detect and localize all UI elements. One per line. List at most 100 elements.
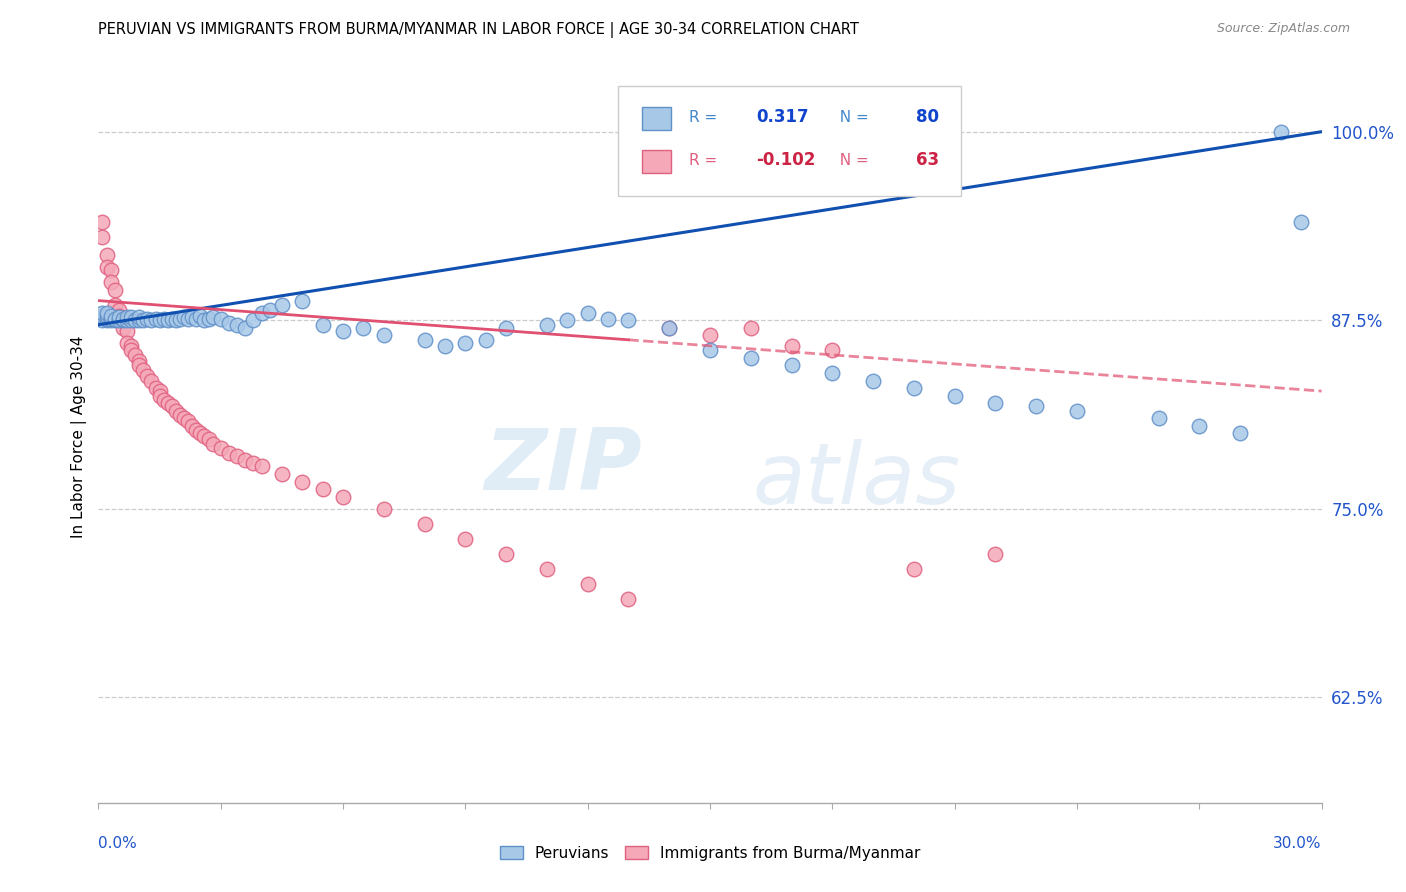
Point — [96, 306, 118, 320]
Point — [124, 348, 146, 362]
Point — [903, 562, 925, 576]
Y-axis label: In Labor Force | Age 30-34: In Labor Force | Age 30-34 — [72, 335, 87, 539]
Point — [115, 324, 138, 338]
Point — [617, 313, 640, 327]
Point — [91, 230, 114, 244]
Point — [209, 311, 232, 326]
Point — [984, 396, 1007, 410]
Point — [250, 459, 273, 474]
Point — [152, 393, 174, 408]
Text: -0.102: -0.102 — [756, 152, 815, 169]
Point — [173, 310, 195, 325]
Point — [91, 313, 114, 327]
Point — [120, 313, 142, 327]
Point — [181, 418, 204, 433]
Point — [658, 320, 681, 334]
Point — [312, 482, 335, 496]
Point — [115, 310, 138, 325]
Text: R =: R = — [689, 153, 723, 168]
Point — [1291, 215, 1313, 229]
Point — [136, 369, 159, 384]
Point — [100, 313, 122, 327]
Point — [270, 467, 294, 481]
Point — [413, 333, 436, 347]
Point — [312, 318, 335, 332]
Point — [145, 311, 167, 326]
Point — [598, 311, 620, 326]
Point — [177, 311, 200, 326]
Point — [108, 309, 131, 323]
Point — [108, 313, 131, 327]
Point — [1229, 426, 1251, 441]
Point — [197, 311, 219, 326]
Point — [169, 408, 191, 422]
Point — [454, 532, 477, 546]
Point — [120, 310, 142, 325]
Text: 0.0%: 0.0% — [98, 836, 138, 851]
Point — [128, 359, 150, 373]
Point — [197, 433, 219, 447]
Point — [1066, 403, 1088, 417]
Text: 30.0%: 30.0% — [1274, 836, 1322, 851]
Point — [903, 381, 925, 395]
Point — [132, 363, 155, 377]
Point — [218, 316, 240, 330]
Point — [242, 457, 264, 471]
Point — [193, 429, 215, 443]
Point — [291, 293, 314, 308]
Point — [943, 389, 966, 403]
Point — [111, 313, 134, 327]
Point — [128, 354, 150, 368]
Point — [250, 306, 273, 320]
Point — [862, 374, 884, 388]
Point — [434, 339, 457, 353]
Point — [91, 215, 114, 229]
Point — [91, 309, 114, 323]
Point — [104, 313, 127, 327]
Point — [233, 453, 256, 467]
Point — [96, 311, 118, 326]
Point — [495, 320, 517, 334]
Point — [495, 547, 517, 561]
Point — [658, 320, 681, 334]
Point — [141, 313, 163, 327]
Point — [821, 366, 844, 380]
Point — [100, 311, 122, 326]
Point — [233, 320, 256, 334]
Point — [270, 298, 294, 312]
Point — [124, 313, 146, 327]
Point — [173, 411, 195, 425]
Point — [557, 313, 579, 327]
Point — [699, 343, 721, 358]
Point — [145, 381, 167, 395]
Point — [96, 309, 118, 323]
Point — [149, 384, 172, 398]
Point — [984, 547, 1007, 561]
Point — [120, 339, 142, 353]
Point — [111, 311, 134, 326]
Point — [108, 302, 131, 317]
Point — [100, 309, 122, 323]
Point — [177, 414, 200, 428]
Point — [188, 309, 212, 323]
Text: N =: N = — [830, 110, 873, 125]
Point — [740, 351, 762, 365]
Point — [132, 313, 155, 327]
Point — [104, 311, 127, 326]
Point — [100, 263, 122, 277]
Point — [108, 313, 131, 327]
Point — [291, 475, 314, 489]
Point — [165, 313, 187, 327]
FancyBboxPatch shape — [619, 86, 960, 195]
Point — [186, 311, 208, 326]
Point — [226, 449, 249, 463]
Point — [100, 276, 122, 290]
Point — [617, 592, 640, 607]
Point — [201, 310, 224, 325]
Point — [413, 516, 436, 531]
Point — [111, 311, 134, 326]
Point — [209, 442, 232, 456]
Point — [193, 313, 215, 327]
Text: 0.317: 0.317 — [756, 109, 808, 127]
Point — [115, 335, 138, 350]
